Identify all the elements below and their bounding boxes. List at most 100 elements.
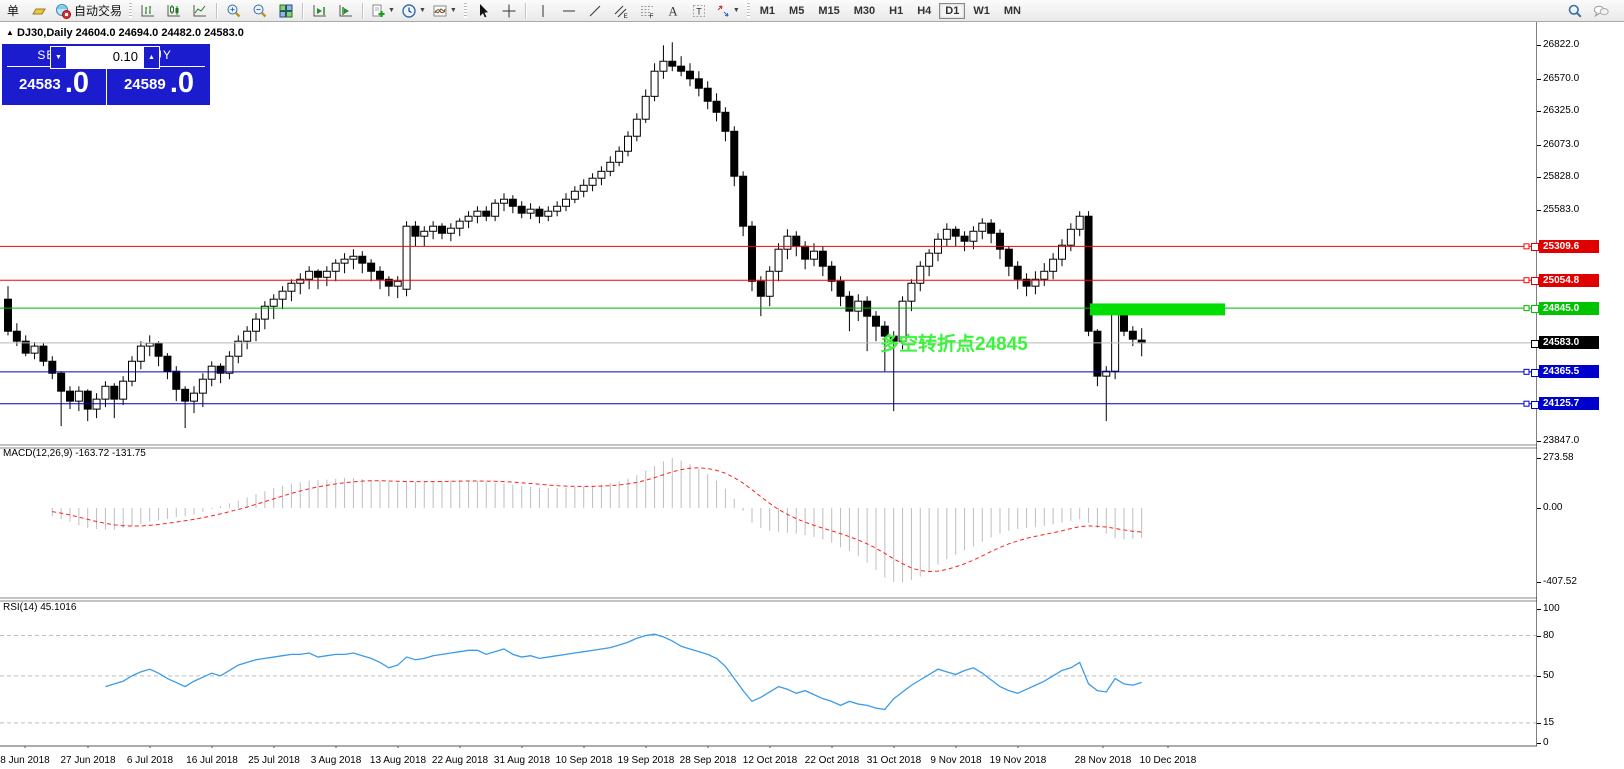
price-chart-canvas[interactable]: 多空转折点24845 xyxy=(0,22,1537,748)
new-chart-button[interactable]: ▼ xyxy=(368,1,397,20)
line-chart-button[interactable] xyxy=(188,1,212,20)
bull-candle xyxy=(774,248,783,272)
chart-window: 多空转折点24845 ▲ DJ30,Daily 24604.0 24694.0 … xyxy=(0,22,1624,769)
cursor-button[interactable] xyxy=(471,1,495,20)
bull-candle xyxy=(1111,310,1120,372)
timeframe-mn-button[interactable]: MN xyxy=(1003,4,1021,17)
price-tag-notch xyxy=(1531,305,1539,314)
tile-windows-button[interactable] xyxy=(274,1,298,20)
bull-candle xyxy=(225,355,234,374)
bull-candle xyxy=(260,305,269,320)
search-icon[interactable] xyxy=(1563,1,1587,20)
bull-candle xyxy=(765,270,774,297)
svg-text:A: A xyxy=(668,4,677,18)
bear-candle xyxy=(83,390,92,410)
autotrading-button[interactable]: 自动交易 xyxy=(53,1,124,20)
price-tag: 25309.6 xyxy=(1539,239,1599,253)
bull-candle xyxy=(641,95,650,120)
bull-candle xyxy=(251,318,260,332)
price-tag-notch xyxy=(1531,277,1539,286)
bear-candle xyxy=(721,111,730,132)
rsi-tick-mark xyxy=(1537,608,1541,610)
line-end-marker xyxy=(1523,277,1530,284)
fibonacci-button[interactable]: F xyxy=(635,1,659,20)
bear-candle xyxy=(739,175,748,227)
text-label-button[interactable]: T xyxy=(687,1,711,20)
rsi-tick-mark xyxy=(1537,635,1541,637)
line-end-marker xyxy=(1523,368,1530,375)
highlight-rectangle[interactable] xyxy=(1090,303,1225,316)
rsi-scale-label: 0 xyxy=(1543,737,1549,748)
volume-decrease-button[interactable]: ▼ xyxy=(51,47,66,68)
volume-input[interactable]: 0.10 xyxy=(66,47,144,68)
bull-candle xyxy=(340,258,349,264)
zoom-out-button[interactable] xyxy=(248,1,272,20)
timeframe-w1-button[interactable]: W1 xyxy=(973,4,990,17)
buy-price[interactable]: 24589 .0 xyxy=(123,67,195,99)
candlestick-chart-button[interactable] xyxy=(162,1,186,20)
new-order-button[interactable]: 单 xyxy=(6,4,19,18)
bar-chart-button[interactable] xyxy=(136,1,160,20)
timeframe-m15-button[interactable]: M15 xyxy=(818,4,840,17)
annotation-text[interactable]: 多空转折点24845 xyxy=(880,332,1028,355)
bull-candle xyxy=(145,342,154,347)
horizontal-line-button[interactable] xyxy=(557,1,581,20)
indicators-button[interactable]: ▼ xyxy=(430,1,459,20)
price-tag: 24125.7 xyxy=(1539,397,1599,411)
bull-candle xyxy=(287,282,296,292)
bear-candle xyxy=(21,340,30,354)
toolbar-grip xyxy=(129,3,133,18)
macd-indicator-label: MACD(12,26,9) -163.72 -131.75 xyxy=(3,448,146,459)
bear-candle xyxy=(960,235,969,242)
price-tick-label: 26073.0 xyxy=(1543,138,1580,150)
bull-candle xyxy=(74,390,83,402)
bear-candle xyxy=(384,278,393,287)
shift-end-button[interactable] xyxy=(308,1,332,20)
panel-divider xyxy=(106,67,107,105)
sell-price[interactable]: 24583 .0 xyxy=(18,67,90,99)
bull-candle xyxy=(296,278,305,284)
trendline-button[interactable] xyxy=(583,1,607,20)
bear-candle xyxy=(677,65,686,72)
price-tick-mark xyxy=(1537,177,1541,179)
date-label: 3 Aug 2018 xyxy=(310,755,362,766)
timeframe-d1-button[interactable]: D1 xyxy=(939,2,966,19)
price-tick-label: 25583.0 xyxy=(1543,203,1580,215)
price-tag: 25054.8 xyxy=(1539,273,1599,287)
timeframe-m30-button[interactable]: M30 xyxy=(853,4,876,17)
bull-candle xyxy=(269,298,278,307)
symbol-collapse-icon[interactable]: ▲ xyxy=(6,28,14,37)
timeframe-h1-button[interactable]: H1 xyxy=(889,4,904,17)
auto-scroll-button[interactable] xyxy=(334,1,358,20)
timeframe-m1-button[interactable]: M1 xyxy=(759,4,776,17)
vertical-line-button[interactable] xyxy=(531,1,555,20)
gold-bar-icon[interactable] xyxy=(27,1,51,20)
chat-icon[interactable] xyxy=(1589,1,1613,20)
bull-candle xyxy=(1075,215,1084,230)
date-label: 9 Nov 2018 xyxy=(930,755,982,766)
bear-candle xyxy=(685,70,694,80)
crosshair-button[interactable] xyxy=(497,1,521,20)
zoom-in-button[interactable] xyxy=(222,1,246,20)
date-label: 27 Jun 2018 xyxy=(60,755,116,766)
line-end-marker xyxy=(1523,400,1530,407)
bull-candle xyxy=(916,265,925,284)
timeframe-h4-button[interactable]: H4 xyxy=(917,4,932,17)
arrows-button[interactable]: ▼ xyxy=(713,1,742,20)
bull-candle xyxy=(331,262,340,272)
price-axis-zone[interactable] xyxy=(1537,22,1624,748)
price-tick-mark xyxy=(1537,209,1541,211)
timeframe-m5-button[interactable]: M5 xyxy=(789,4,805,17)
rsi-indicator-label: RSI(14) 45.1016 xyxy=(3,602,77,613)
equidistant-channel-button[interactable]: E xyxy=(609,1,633,20)
bear-candle xyxy=(172,370,181,390)
bull-candle xyxy=(659,60,668,72)
bear-candle xyxy=(951,228,960,237)
bull-candle xyxy=(420,230,429,237)
bear-candle xyxy=(313,270,322,278)
date-label: 19 Nov 2018 xyxy=(989,755,1047,766)
text-button[interactable]: A xyxy=(661,1,685,20)
bear-candle xyxy=(827,265,836,282)
volume-increase-button[interactable]: ▲ xyxy=(144,47,159,68)
profiles-button[interactable]: ▼ xyxy=(399,1,428,20)
